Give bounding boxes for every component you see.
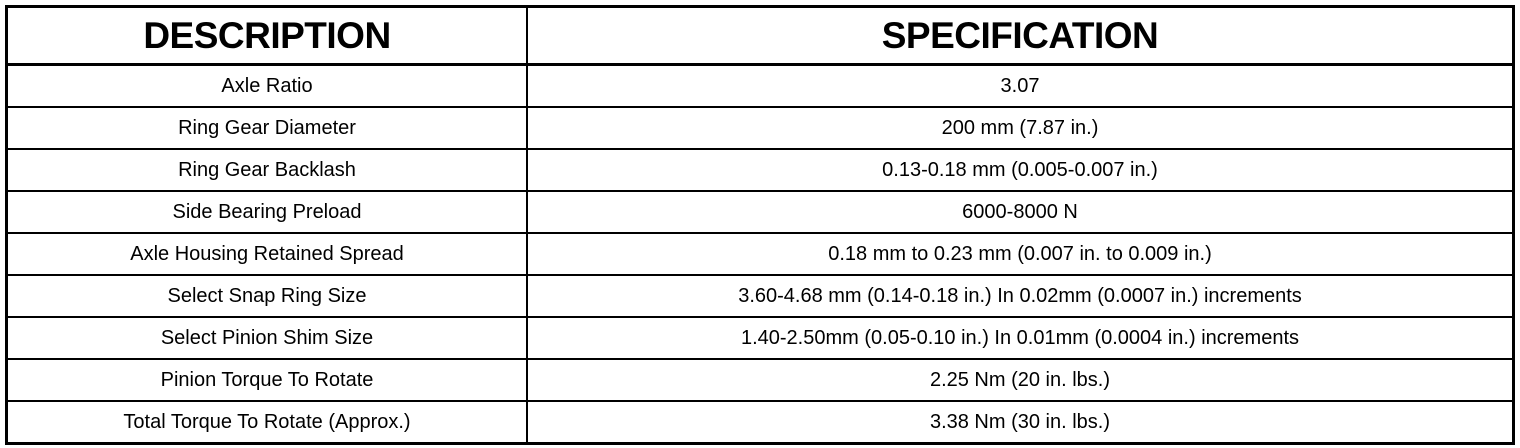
table-row: Total Torque To Rotate (Approx.) 3.38 Nm … [5,400,1515,445]
description-cell: Axle Housing Retained Spread [5,232,528,276]
table-row: Ring Gear Backlash 0.13-0.18 mm (0.005-0.… [5,148,1515,192]
specification-cell: 0.13-0.18 mm (0.005-0.007 in.) [526,148,1515,192]
specification-cell: 0.18 mm to 0.23 mm (0.007 in. to 0.009 i… [526,232,1515,276]
specification-table: DESCRIPTION SPECIFICATION Axle Ratio 3.07… [5,5,1515,445]
description-cell: Total Torque To Rotate (Approx.) [5,400,528,445]
specification-cell: 3.07 [526,63,1515,108]
specification-cell: 200 mm (7.87 in.) [526,106,1515,150]
specification-cell: 6000-8000 N [526,190,1515,234]
header-row: DESCRIPTION SPECIFICATION [5,5,1515,66]
specification-cell: 1.40-2.50mm (0.05-0.10 in.) In 0.01mm (0… [526,316,1515,360]
table-row: Select Snap Ring Size 3.60-4.68 mm (0.14-… [5,274,1515,318]
specification-header: SPECIFICATION [526,5,1515,66]
description-cell: Select Snap Ring Size [5,274,528,318]
table-row: Axle Housing Retained Spread 0.18 mm to 0… [5,232,1515,276]
description-cell: Ring Gear Backlash [5,148,528,192]
table-row: Pinion Torque To Rotate 2.25 Nm (20 in. l… [5,358,1515,402]
description-header: DESCRIPTION [5,5,528,66]
specification-cell: 3.38 Nm (30 in. lbs.) [526,400,1515,445]
table-row: Axle Ratio 3.07 [5,63,1515,108]
specification-cell: 3.60-4.68 mm (0.14-0.18 in.) In 0.02mm (… [526,274,1515,318]
description-cell: Select Pinion Shim Size [5,316,528,360]
description-cell: Side Bearing Preload [5,190,528,234]
description-cell: Pinion Torque To Rotate [5,358,528,402]
description-cell: Ring Gear Diameter [5,106,528,150]
table-row: Ring Gear Diameter 200 mm (7.87 in.) [5,106,1515,150]
table-row: Side Bearing Preload 6000-8000 N [5,190,1515,234]
specification-cell: 2.25 Nm (20 in. lbs.) [526,358,1515,402]
description-cell: Axle Ratio [5,63,528,108]
table-row: Select Pinion Shim Size 1.40-2.50mm (0.05… [5,316,1515,360]
